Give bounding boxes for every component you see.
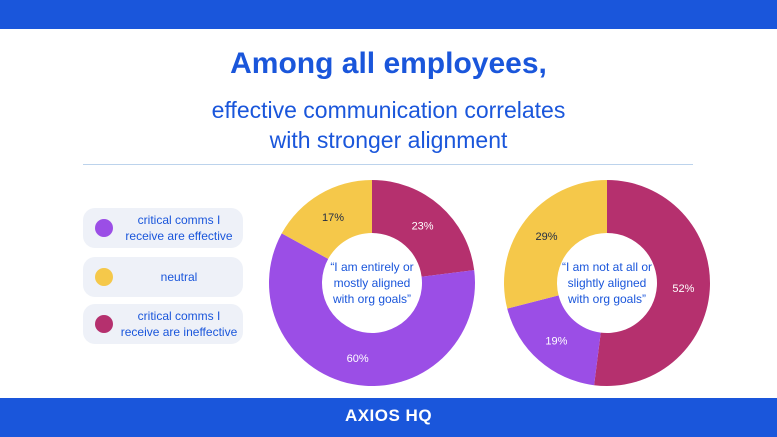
page-title: Among all employees, — [230, 47, 547, 80]
legend-item-ineffective: critical comms I receive are ineffective — [83, 304, 243, 344]
slice-value-label: 60% — [347, 353, 369, 365]
top-banner — [0, 0, 777, 29]
legend-label-line: receive are effective — [125, 229, 233, 243]
donut-slice — [504, 180, 607, 309]
legend-swatch-ineffective — [95, 315, 113, 333]
slice-value-label: 17% — [322, 212, 344, 224]
page-subtitle: effective communication correlates with … — [0, 95, 777, 155]
donut-slice — [268, 233, 475, 387]
subtitle-line: with stronger alignment — [269, 127, 508, 153]
center-label-line: with org goals” — [567, 292, 647, 306]
legend-label: critical comms I receive are effective — [117, 208, 241, 248]
center-label-line: slightly aligned — [567, 276, 647, 290]
legend-swatch-neutral — [95, 268, 113, 286]
footer-banner — [0, 398, 777, 437]
donut-slice — [594, 180, 711, 386]
legend-item-effective: critical comms I receive are effective — [83, 208, 243, 248]
legend-item-neutral: neutral — [83, 257, 243, 297]
legend-label: critical comms I receive are ineffective — [117, 304, 241, 344]
legend-swatch-effective — [95, 219, 113, 237]
slice-value-label: 23% — [412, 221, 434, 233]
center-label-line: mostly aligned — [333, 276, 411, 290]
slice-value-label: 19% — [545, 335, 567, 347]
legend-label-line: neutral — [160, 270, 198, 284]
center-label-line: “I am entirely or — [330, 260, 414, 274]
divider — [83, 164, 693, 165]
donut-slice — [372, 180, 475, 277]
donut-slice — [281, 180, 372, 259]
center-label-line: with org goals” — [332, 292, 412, 306]
donut-center-label-aligned: “I am entirely or mostly aligned with or… — [322, 259, 422, 307]
brand-logo: AXIOS HQ — [344, 406, 433, 425]
center-label-line: “I am not at all or — [561, 260, 653, 274]
legend-label-line: critical comms I — [137, 309, 221, 323]
legend-label-line: critical comms I — [137, 213, 221, 227]
donut-center-label-not-aligned: “I am not at all or slightly aligned wit… — [557, 259, 657, 307]
subtitle-line: effective communication correlates — [211, 97, 566, 123]
legend-label: neutral — [117, 257, 241, 297]
donut-slice — [507, 295, 601, 386]
legend-label-line: receive are ineffective — [120, 325, 238, 339]
slice-value-label: 29% — [536, 231, 558, 243]
slice-value-label: 52% — [672, 283, 694, 295]
